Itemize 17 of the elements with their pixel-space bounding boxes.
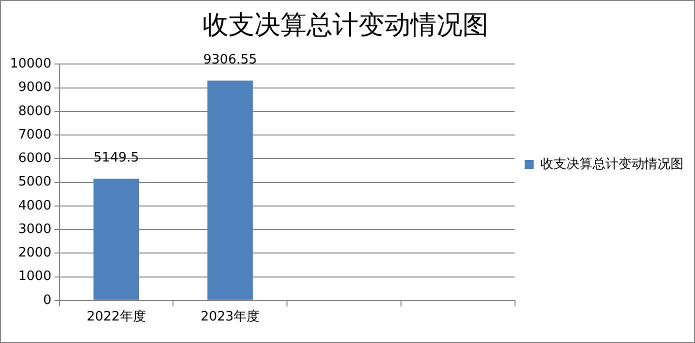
y-tick-label: 0: [43, 292, 52, 308]
y-tick-label: 6000: [18, 151, 52, 166]
data-label: 5149.5: [94, 150, 140, 166]
y-tick-label: 5000: [18, 174, 52, 190]
y-tick-label: 2000: [18, 246, 52, 261]
y-tick-label: 8000: [18, 104, 52, 119]
data-label: 9306.55: [203, 52, 258, 68]
x-tick-label: 2022年度: [86, 308, 146, 325]
y-tick-label: 1000: [18, 269, 52, 284]
y-tick-label: 9000: [18, 80, 52, 96]
y-tick-label: 7000: [18, 127, 52, 142]
chart-title: 收支决算总计变动情况图: [202, 10, 488, 40]
y-tick-label: 10000: [10, 56, 52, 72]
legend-label: 收支决算总计变动情况图: [540, 156, 684, 172]
x-tick-label: 2023年度: [200, 308, 260, 325]
y-tick-label: 4000: [18, 198, 52, 214]
y-tick-label: 3000: [18, 222, 52, 237]
